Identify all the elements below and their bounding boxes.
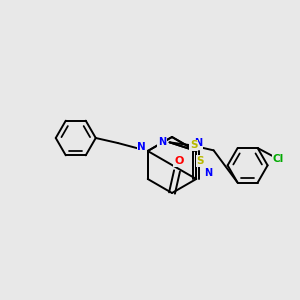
Text: N: N [158,137,166,147]
Text: N: N [204,168,212,178]
Text: Cl: Cl [273,154,284,164]
Text: N: N [194,138,202,148]
Text: O: O [174,156,184,166]
Text: S: S [196,156,204,166]
Text: S: S [190,140,197,150]
Text: N: N [137,142,146,152]
